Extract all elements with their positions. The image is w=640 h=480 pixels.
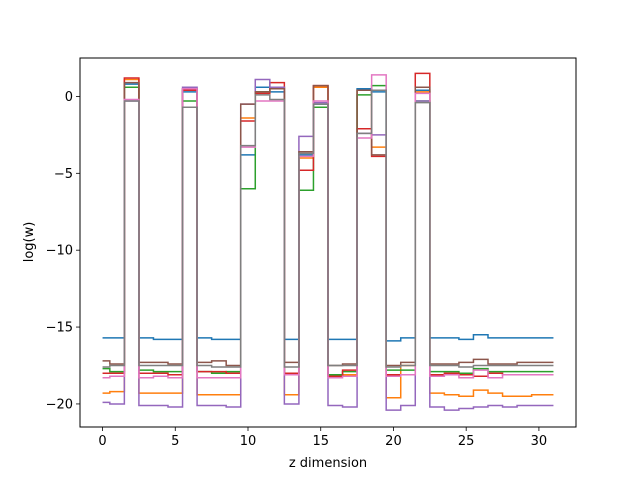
x-tick-label: 25: [458, 434, 475, 449]
y-tick-label: 0: [65, 90, 73, 105]
x-tick-label: 15: [312, 434, 329, 449]
y-tick-label: −15: [46, 321, 73, 336]
x-tick-label: 0: [98, 434, 106, 449]
x-tick-label: 10: [240, 434, 257, 449]
x-tick-label: 30: [531, 434, 548, 449]
y-tick-label: −20: [46, 397, 73, 412]
x-axis-label: z dimension: [289, 456, 367, 471]
x-tick-label: 5: [171, 434, 179, 449]
y-tick-label: −10: [46, 244, 73, 259]
series-line-6: [102, 81, 554, 367]
axes-frame: [79, 57, 577, 428]
y-tick-label: −5: [54, 167, 73, 182]
plot-area: [102, 72, 554, 411]
y-axis-label: log(w): [22, 222, 37, 263]
x-tick-label: 20: [385, 434, 402, 449]
series-line-8: [102, 89, 554, 368]
x-axis: 0 5 10 15 20 25 30: [98, 427, 547, 449]
y-axis: −20 −15 −10 −5 0: [46, 90, 80, 412]
